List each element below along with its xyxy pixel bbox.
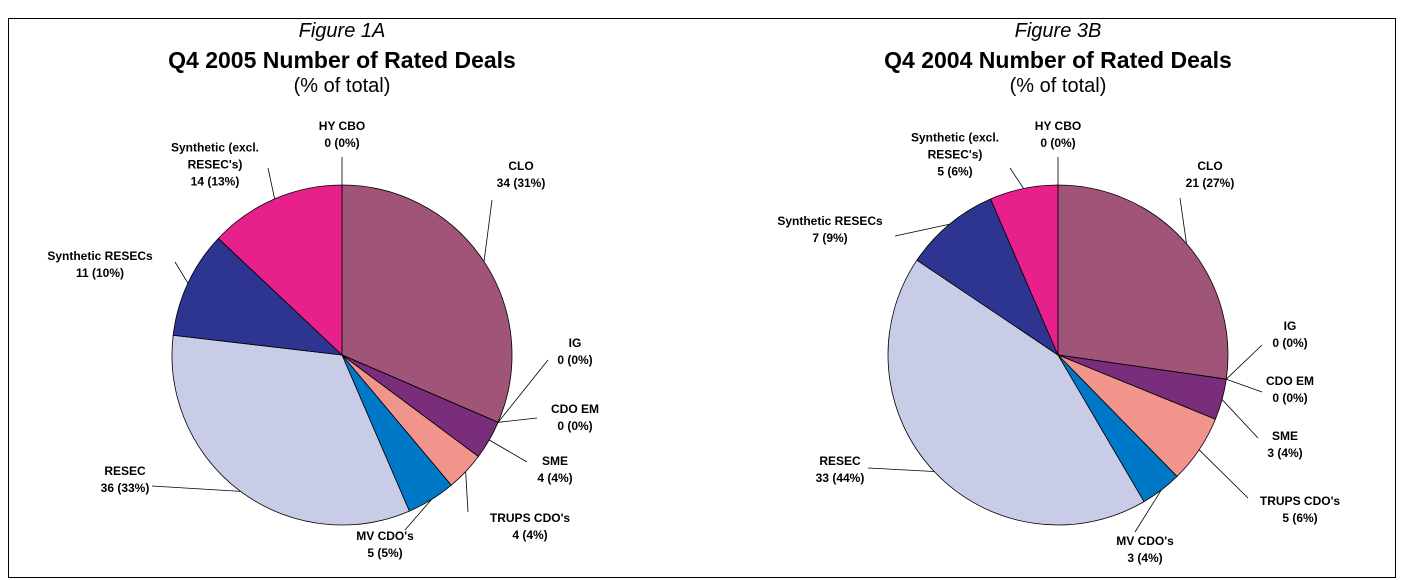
category-label: CDO EM bbox=[551, 402, 599, 416]
data-label: CDO EM 0 (0%) bbox=[1266, 373, 1314, 407]
category-label: Synthetic RESECs bbox=[47, 249, 153, 263]
leader-line bbox=[1134, 489, 1162, 533]
value-label: 34 (31%) bbox=[496, 176, 546, 190]
value-label: 36 (33%) bbox=[100, 481, 150, 495]
leader-line bbox=[498, 417, 538, 423]
category-label: SME bbox=[541, 454, 568, 468]
value-label: 11 (10%) bbox=[75, 266, 125, 280]
pie-slice bbox=[1057, 184, 1229, 380]
chart-title: Q4 2005 Number of Rated Deals bbox=[168, 47, 516, 73]
value-label: 7 (9%) bbox=[812, 231, 848, 245]
value-label: 33 (44%) bbox=[815, 471, 865, 485]
data-label: CDO EM 0 (0%) bbox=[551, 401, 599, 435]
data-label: Synthetic RESECs 7 (9%) bbox=[777, 213, 882, 247]
pie-slice bbox=[171, 334, 410, 526]
data-label: CLO 34 (31%) bbox=[497, 158, 546, 192]
value-label: 5 (6%) bbox=[1282, 511, 1318, 525]
leader-line bbox=[489, 439, 528, 463]
data-label: RESEC 36 (33%) bbox=[101, 463, 150, 497]
data-label: HY CBO 0 (0%) bbox=[319, 118, 365, 152]
leader-line bbox=[465, 471, 469, 513]
frame bbox=[8, 18, 1396, 578]
value-label: 3 (4%) bbox=[1267, 446, 1303, 460]
data-label: TRUPS CDO's 4 (4%) bbox=[490, 510, 570, 544]
pie-slice bbox=[990, 184, 1059, 356]
value-label: 3 (4%) bbox=[1127, 551, 1163, 565]
data-label: Synthetic (excl. RESEC's) 5 (6%) bbox=[905, 130, 1005, 181]
leader-line bbox=[483, 199, 493, 262]
category-label: SME bbox=[1271, 429, 1298, 443]
value-label: 14 (13%) bbox=[190, 174, 240, 189]
leader-line bbox=[1009, 167, 1024, 189]
data-label: MV CDO's 3 (4%) bbox=[1116, 533, 1174, 567]
figure-label: Figure 1A bbox=[298, 20, 386, 42]
leader-line bbox=[404, 499, 432, 531]
data-label: SME 3 (4%) bbox=[1267, 428, 1302, 462]
leader-line bbox=[1221, 399, 1259, 439]
leader-line bbox=[497, 359, 549, 423]
leader-line bbox=[1226, 378, 1263, 393]
category-label: CDO EM bbox=[1266, 374, 1314, 388]
value-label: 0 (0%) bbox=[557, 419, 593, 433]
leader-line bbox=[1225, 344, 1263, 380]
category-label: RESEC bbox=[819, 454, 861, 468]
chart-subtitle: (% of total) bbox=[1009, 75, 1107, 97]
value-label: 0 (0%) bbox=[1272, 391, 1308, 405]
data-label: IG 0 (0%) bbox=[557, 335, 592, 369]
category-label: HY CBO bbox=[1034, 119, 1082, 133]
data-label: MV CDO's 5 (5%) bbox=[356, 528, 414, 562]
category-label: Synthetic (excl. RESEC's) bbox=[910, 130, 1000, 162]
category-label: TRUPS CDO's bbox=[489, 511, 571, 525]
category-label: IG bbox=[1283, 319, 1297, 333]
pie-slice bbox=[916, 198, 1059, 357]
data-label: HY CBO 0 (0%) bbox=[1035, 118, 1081, 152]
category-label: HY CBO bbox=[318, 119, 366, 133]
value-label: 4 (4%) bbox=[537, 471, 573, 485]
leader-line bbox=[1179, 197, 1187, 244]
chart-title: Q4 2004 Number of Rated Deals bbox=[884, 47, 1232, 73]
leader-line bbox=[894, 223, 950, 237]
value-label: 21 (27%) bbox=[1185, 176, 1235, 190]
category-label: MV CDO's bbox=[356, 529, 414, 543]
category-label: TRUPS CDO's bbox=[1259, 494, 1341, 508]
pie-slice bbox=[887, 259, 1145, 526]
figure-label: Figure 3B bbox=[1014, 20, 1102, 42]
category-label: MV CDO's bbox=[1116, 534, 1174, 548]
leader-line bbox=[867, 467, 935, 472]
value-label: 5 (5%) bbox=[367, 546, 403, 560]
data-label: SME 4 (4%) bbox=[537, 453, 572, 487]
value-label: 5 (6%) bbox=[937, 164, 973, 179]
leader-line bbox=[151, 485, 241, 492]
value-label: 0 (0%) bbox=[557, 353, 593, 367]
value-label: 0 (0%) bbox=[1272, 336, 1308, 350]
data-label: Synthetic RESECs 11 (10%) bbox=[47, 248, 152, 282]
pie-slice bbox=[172, 237, 344, 356]
data-label: TRUPS CDO's 5 (6%) bbox=[1260, 493, 1340, 527]
data-label: CLO 21 (27%) bbox=[1186, 158, 1235, 192]
category-label: CLO bbox=[1197, 159, 1223, 173]
value-label: 0 (0%) bbox=[1040, 136, 1076, 150]
category-label: IG bbox=[568, 336, 582, 350]
data-label: Synthetic (excl. RESEC's) 14 (13%) bbox=[165, 140, 265, 191]
data-label: IG 0 (0%) bbox=[1272, 318, 1307, 352]
leader-line bbox=[1198, 449, 1249, 499]
value-label: 0 (0%) bbox=[324, 136, 360, 150]
value-label: 4 (4%) bbox=[512, 528, 548, 542]
leader-line bbox=[267, 167, 276, 199]
leader-line bbox=[174, 261, 189, 284]
category-label: Synthetic RESECs bbox=[777, 214, 883, 228]
category-label: Synthetic (excl. RESEC's) bbox=[170, 140, 260, 172]
category-label: CLO bbox=[508, 159, 534, 173]
pie-slice bbox=[341, 184, 513, 423]
chart-subtitle: (% of total) bbox=[293, 75, 391, 97]
pie-slice bbox=[217, 184, 343, 356]
category-label: RESEC bbox=[104, 464, 146, 478]
data-label: RESEC 33 (44%) bbox=[816, 453, 865, 487]
